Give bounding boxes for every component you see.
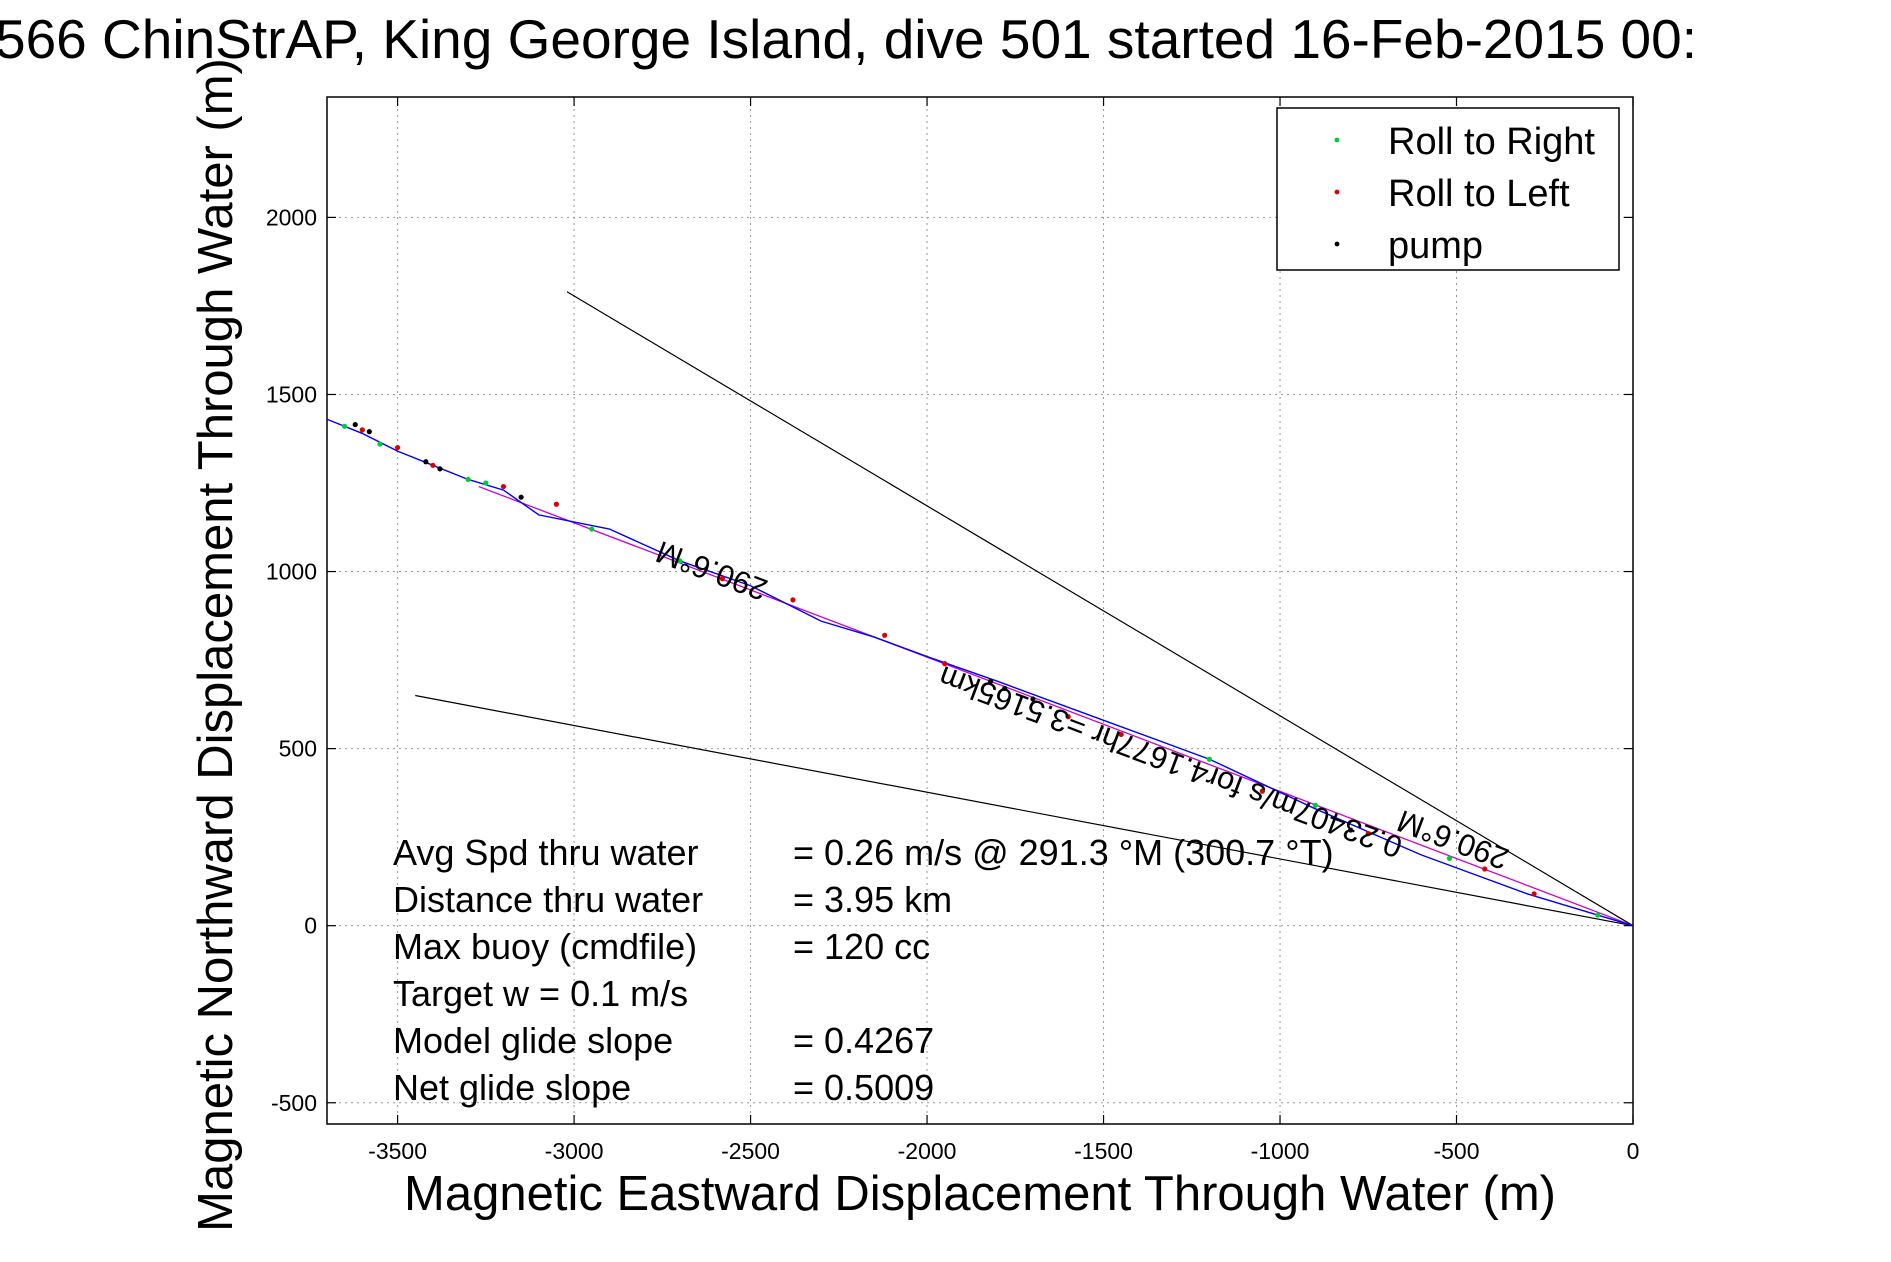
data-point xyxy=(437,466,443,472)
data-point xyxy=(942,661,948,667)
data-point xyxy=(1118,731,1124,738)
y-tick-label: 500 xyxy=(279,736,317,762)
legend-items: Roll to Right Roll to Left pump xyxy=(1334,121,1595,267)
x-tick-label: -1500 xyxy=(1074,1138,1133,1164)
stat-value: = 120 cc xyxy=(793,926,930,967)
stat-label: Distance thru water xyxy=(393,879,703,920)
y-tick-label: 0 xyxy=(304,913,317,939)
legend-marker xyxy=(1334,189,1340,195)
data-point xyxy=(719,576,725,582)
point-layer xyxy=(342,421,1601,918)
legend-label: pump xyxy=(1388,225,1483,267)
data-point xyxy=(366,429,372,435)
y-tick-label: 2000 xyxy=(266,204,317,230)
legend-label: Roll to Left xyxy=(1388,173,1570,215)
data-point xyxy=(430,462,436,468)
stat-value: = 0.5009 xyxy=(793,1067,934,1108)
stat-label: Model glide slope xyxy=(393,1020,673,1061)
data-point xyxy=(790,597,796,603)
data-point xyxy=(987,678,994,684)
data-point xyxy=(1365,831,1371,837)
data-point xyxy=(352,421,358,428)
data-point xyxy=(1531,891,1537,897)
x-tick-label: -3000 xyxy=(545,1138,604,1164)
chart-title: 566 ChinStrAP, King George Island, dive … xyxy=(0,8,1697,70)
legend-marker xyxy=(1334,137,1340,143)
x-tick-label: -1000 xyxy=(1251,1138,1310,1164)
legend-marker xyxy=(1334,241,1340,247)
x-tick-labels: -3500 -3000 -2500 -2000 -1500 -1000 -500 0 xyxy=(368,1138,1639,1164)
stat-label: Max buoy (cmdfile) xyxy=(393,926,697,967)
data-point xyxy=(589,526,595,532)
data-point xyxy=(1312,802,1318,808)
data-point xyxy=(518,494,524,500)
x-tick-label: -3500 xyxy=(368,1138,427,1164)
guide-line xyxy=(415,694,1634,927)
y-tick-label: 1000 xyxy=(266,559,317,585)
stat-label: Net glide slope xyxy=(393,1067,631,1108)
stat-label: Target w = 0.1 m/s xyxy=(393,973,688,1014)
stat-value: = 0.4267 xyxy=(793,1020,934,1061)
y-tick-label: 1500 xyxy=(266,381,317,407)
x-tick-label: -2500 xyxy=(721,1138,780,1164)
data-point xyxy=(1065,714,1071,720)
plot-frame xyxy=(326,96,1634,1125)
data-point xyxy=(1206,756,1213,762)
x-tick-label: 0 xyxy=(1627,1138,1640,1164)
y-tick-label: -500 xyxy=(271,1090,317,1116)
fit-line xyxy=(478,485,1634,927)
data-point xyxy=(882,632,888,638)
y-axis-label: Magnetic Northward Displacement Through … xyxy=(189,58,243,1232)
data-point xyxy=(377,441,383,447)
legend-label: Roll to Right xyxy=(1388,121,1595,163)
data-point xyxy=(500,483,507,490)
data-point xyxy=(1259,788,1265,794)
y-tick-labels: -500 0 500 1000 1500 2000 xyxy=(266,204,317,1115)
stat-value: = 3.95 km xyxy=(793,879,952,920)
line-layer xyxy=(326,291,1634,927)
legend-box xyxy=(1276,107,1620,271)
data-point xyxy=(1482,866,1488,872)
data-point xyxy=(1348,827,1354,833)
data-point xyxy=(483,480,489,486)
data-point xyxy=(1446,855,1453,861)
data-point xyxy=(1002,685,1008,692)
x-tick-label: -500 xyxy=(1433,1138,1479,1164)
stats-block: Avg Spd thru water = 0.26 m/s @ 291.3 °M … xyxy=(393,832,1334,1108)
x-axis-label: Magnetic Eastward Displacement Through W… xyxy=(404,1167,1556,1221)
stat-value: = 0.26 m/s @ 291.3 °M (300.7 °T) xyxy=(793,832,1334,873)
stat-label: Avg Spd thru water xyxy=(393,832,699,873)
data-point xyxy=(342,423,348,429)
annotation-layer: 290.6°M0.23407m/s for4.1677hr =3.5165km2… xyxy=(651,534,1513,877)
guide-line xyxy=(566,291,1634,927)
data-point xyxy=(359,427,365,433)
grid-layer xyxy=(327,97,1634,1124)
data-point xyxy=(394,444,401,451)
data-point xyxy=(1595,912,1601,918)
data-point xyxy=(553,501,560,507)
annotation-label: 290.6°M xyxy=(1392,803,1513,877)
data-point xyxy=(423,459,429,465)
data-point xyxy=(1030,696,1036,702)
x-tick-label: -2000 xyxy=(898,1138,957,1164)
data-point xyxy=(465,476,471,483)
annotation-label: 290.6°M xyxy=(651,534,772,608)
legend: Roll to Right Roll to Left pump xyxy=(1276,107,1620,271)
data-point xyxy=(677,558,683,564)
